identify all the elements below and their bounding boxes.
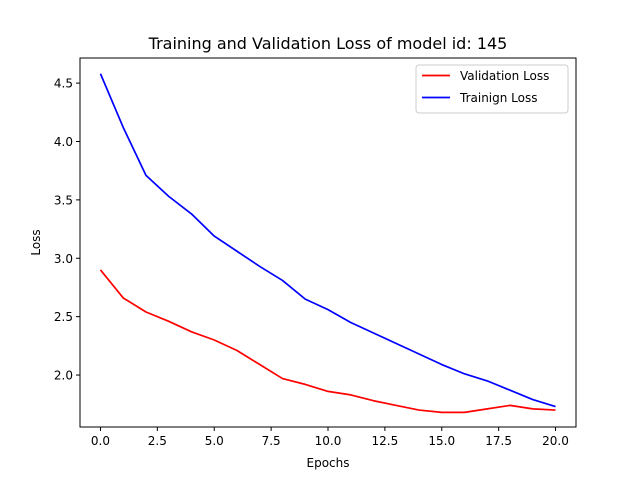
- x-tick-label: 0.0: [91, 434, 110, 448]
- x-tick-label: 15.0: [428, 434, 455, 448]
- y-tick-label: 4.0: [54, 135, 73, 149]
- legend-box: [415, 64, 569, 114]
- plot-area: [80, 58, 576, 427]
- x-tick-label: 7.5: [262, 434, 281, 448]
- x-tick-label: 20.0: [542, 434, 569, 448]
- series-line-trainign-loss: [99, 73, 556, 408]
- x-tick-label: 12.5: [372, 434, 399, 448]
- y-tick-label: 3.5: [54, 193, 73, 207]
- y-tick-label: 2.5: [54, 310, 73, 324]
- series-lines: [99, 73, 556, 414]
- x-tick-label: 5.0: [205, 434, 224, 448]
- x-tick-label: 10.0: [315, 434, 342, 448]
- y-axis-ticks: 2.0 2.5 3.0 3.5 4.0 4.5: [54, 77, 80, 383]
- y-tick-label: 4.5: [54, 77, 73, 91]
- x-axis-ticks: 0.0 2.5 5.0 7.5 10.0 12.5 15.0 17.5 20.0: [91, 427, 569, 448]
- x-tick-label: 2.5: [148, 434, 167, 448]
- series-line-validation-loss: [99, 269, 556, 414]
- legend-label-training-loss: Trainign Loss: [459, 91, 537, 105]
- chart-title: Training and Validation Loss of model id…: [148, 34, 508, 53]
- y-tick-label: 2.0: [54, 369, 73, 383]
- legend-label-validation-loss: Validation Loss: [460, 69, 549, 83]
- y-tick-label: 3.0: [54, 252, 73, 266]
- x-tick-label: 17.5: [485, 434, 512, 448]
- y-axis-label: Loss: [29, 229, 43, 255]
- x-axis-label: Epochs: [307, 456, 350, 470]
- legend: Validation Loss Trainign Loss: [415, 64, 569, 114]
- plot-frame: [79, 57, 577, 428]
